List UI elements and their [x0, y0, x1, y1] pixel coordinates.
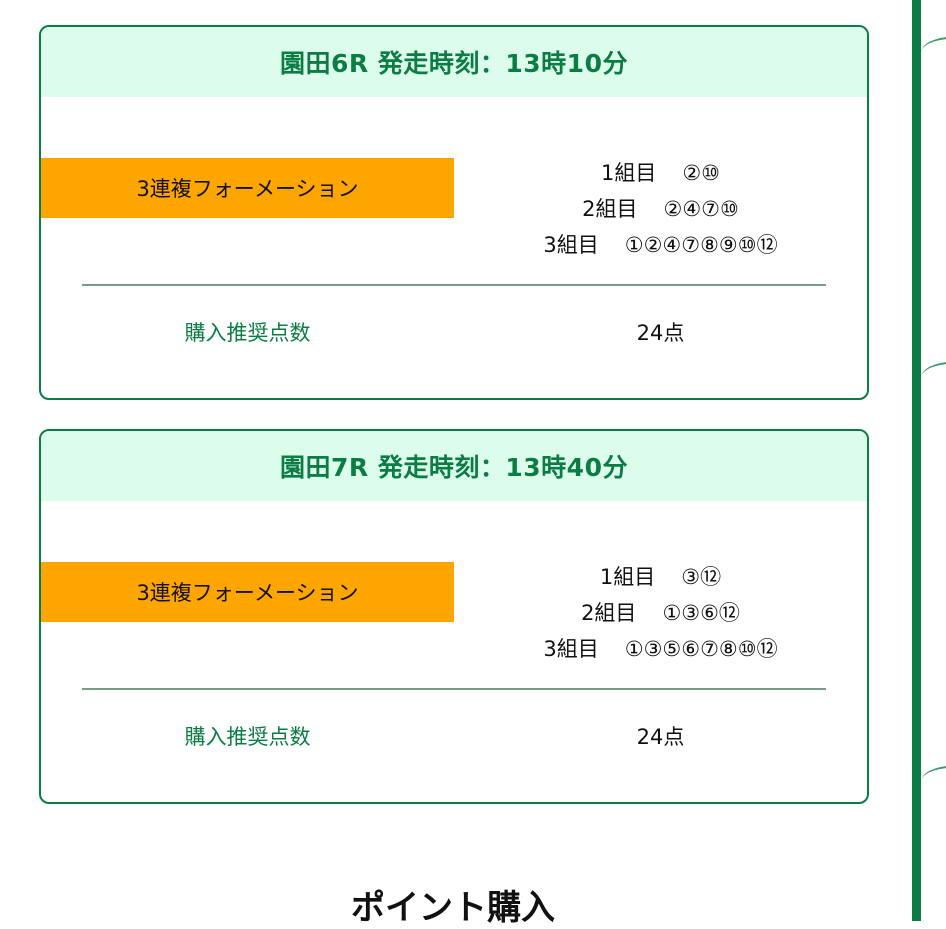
race-card: 園田7R 発走時刻：13時40分 3連複フォーメーション 1組目 ③⑫ 2組目 ①③…: [39, 429, 869, 804]
group-row: 1組目 ②⑩: [454, 155, 867, 191]
group-numbers: ②④⑦⑩: [663, 197, 739, 221]
group-numbers: ①②④⑦⑧⑨⑩⑫: [624, 233, 778, 257]
race-card: 園田6R 発走時刻：13時10分 3連複フォーメーション 1組目 ②⑩ 2組目 ②④…: [39, 25, 869, 400]
group-list: 1組目 ②⑩ 2組目 ②④⑦⑩ 3組目 ①②④⑦⑧⑨⑩⑫: [454, 155, 867, 263]
race-title: 園田7R 発走時刻：13時40分: [41, 431, 867, 501]
group-numbers: ③⑫: [681, 565, 722, 589]
group-label: 3組目: [543, 637, 599, 661]
group-label: 1組目: [600, 161, 657, 185]
decorative-curve: [921, 362, 946, 378]
group-label: 1組目: [599, 565, 656, 589]
race-title: 園田6R 発走時刻：13時10分: [41, 27, 867, 97]
group-numbers: ①③⑤⑥⑦⑧⑩⑫: [624, 637, 778, 661]
group-label: 2組目: [582, 197, 638, 221]
divider: [82, 284, 826, 286]
group-numbers: ①③⑥⑫: [662, 601, 740, 625]
recommended-count-value: 24点: [636, 321, 685, 345]
sidebar-border: [912, 0, 921, 921]
group-label: 3組目: [543, 233, 599, 257]
section-title: ポイント購入: [351, 888, 555, 928]
group-list: 1組目 ③⑫ 2組目 ①③⑥⑫ 3組目 ①③⑤⑥⑦⑧⑩⑫: [454, 559, 867, 667]
group-row: 3組目 ①③⑤⑥⑦⑧⑩⑫: [454, 631, 867, 667]
group-label: 2組目: [581, 601, 637, 625]
recommended-count-label: 購入推奨点数: [184, 725, 311, 749]
group-row: 2組目 ①③⑥⑫: [454, 595, 867, 631]
group-row: 3組目 ①②④⑦⑧⑨⑩⑫: [454, 227, 867, 263]
bet-type-label: 3連複フォーメーション: [41, 562, 454, 622]
recommended-count-value: 24点: [636, 725, 685, 749]
group-numbers: ②⑩: [682, 161, 721, 185]
group-row: 2組目 ②④⑦⑩: [454, 191, 867, 227]
group-row: 1組目 ③⑫: [454, 559, 867, 595]
recommended-count-label: 購入推奨点数: [184, 321, 311, 345]
divider: [82, 688, 826, 690]
decorative-curve: [921, 766, 946, 782]
bet-type-label: 3連複フォーメーション: [41, 158, 454, 218]
decorative-curve: [921, 37, 946, 53]
